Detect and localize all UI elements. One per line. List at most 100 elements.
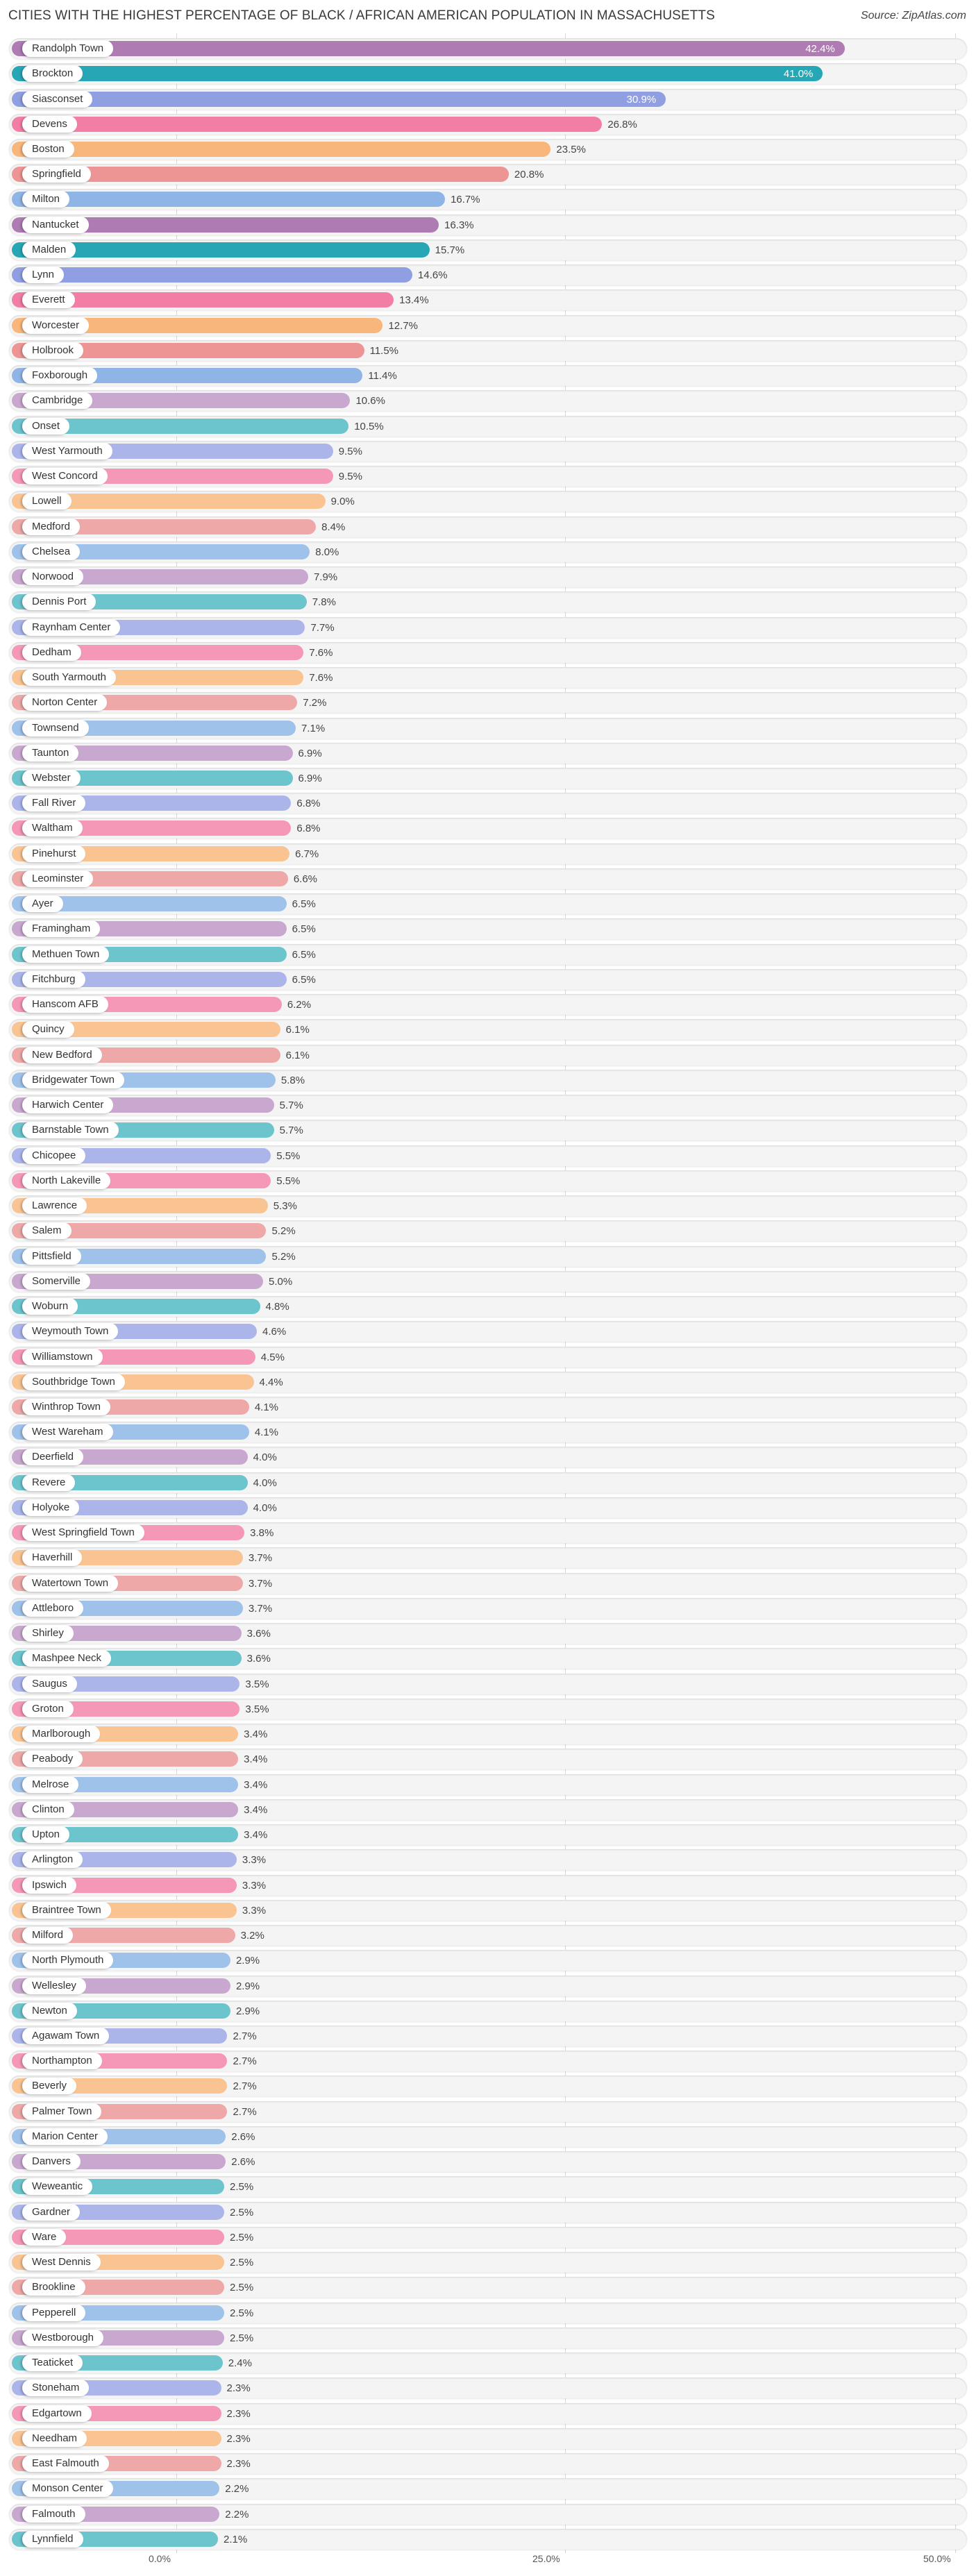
value-label: 7.2% bbox=[303, 697, 327, 709]
city-label: Methuen Town bbox=[22, 945, 110, 963]
bar-row: South Yarmouth 7.6% bbox=[9, 667, 967, 688]
value-label: 12.7% bbox=[388, 319, 419, 332]
value-label: 4.6% bbox=[262, 1326, 287, 1338]
value-label: 3.4% bbox=[244, 1728, 268, 1741]
value-label: 2.3% bbox=[226, 2407, 251, 2420]
city-label: Boston bbox=[22, 141, 74, 158]
city-label: Westborough bbox=[22, 2329, 103, 2346]
bar-row: Weymouth Town 4.6% bbox=[9, 1321, 967, 1342]
bar-row: West Yarmouth 9.5% bbox=[9, 440, 967, 462]
source-credit: Source: ZipAtlas.com bbox=[860, 10, 966, 22]
bar-row: Teaticket 2.4% bbox=[9, 2352, 967, 2374]
bar-row: Edgartown 2.3% bbox=[9, 2402, 967, 2424]
bar-row: Southbridge Town 4.4% bbox=[9, 1371, 967, 1392]
city-label: New Bedford bbox=[22, 1046, 102, 1063]
value-label: 42.4% bbox=[805, 43, 835, 55]
city-label: Arlington bbox=[22, 1851, 83, 1869]
value-label: 2.1% bbox=[224, 2533, 248, 2545]
bar-row: Pinehurst 6.7% bbox=[9, 843, 967, 864]
city-label: East Falmouth bbox=[22, 2455, 109, 2472]
value-label: 14.6% bbox=[418, 269, 448, 282]
city-label: Pinehurst bbox=[22, 845, 86, 862]
city-label: Gardner bbox=[22, 2203, 81, 2221]
bar-row: Nantucket 16.3% bbox=[9, 214, 967, 235]
city-label: Falmouth bbox=[22, 2505, 85, 2523]
bar bbox=[12, 1223, 267, 1239]
value-label: 8.4% bbox=[321, 521, 346, 533]
value-label: 2.2% bbox=[225, 2508, 249, 2520]
bar-row: Medford 8.4% bbox=[9, 516, 967, 537]
value-label: 26.8% bbox=[607, 118, 637, 131]
value-label: 10.6% bbox=[355, 395, 385, 407]
city-label: Dedham bbox=[22, 643, 81, 661]
city-label: Nantucket bbox=[22, 216, 89, 233]
bar-row: Danvers 2.6% bbox=[9, 2151, 967, 2173]
value-label: 2.5% bbox=[230, 2332, 254, 2344]
x-tick-25: 25.0% bbox=[532, 2553, 560, 2564]
value-label: 20.8% bbox=[514, 169, 544, 181]
value-label: 5.2% bbox=[271, 1225, 296, 1238]
city-label: Worcester bbox=[22, 317, 90, 334]
city-label: Pepperell bbox=[22, 2304, 86, 2321]
city-label: North Plymouth bbox=[22, 1952, 114, 1969]
city-label: Malden bbox=[22, 241, 76, 258]
value-label: 2.7% bbox=[233, 2055, 257, 2068]
value-label: 2.5% bbox=[230, 2282, 254, 2294]
value-label: 5.7% bbox=[279, 1125, 303, 1137]
city-label: Revere bbox=[22, 1474, 76, 1491]
city-label: Deerfield bbox=[22, 1449, 84, 1466]
chart-title: CITIES WITH THE HIGHEST PERCENTAGE OF BL… bbox=[8, 8, 715, 23]
bar bbox=[12, 771, 293, 786]
value-label: 5.3% bbox=[273, 1200, 297, 1212]
value-label: 2.3% bbox=[226, 2458, 251, 2470]
city-label: Teaticket bbox=[22, 2355, 83, 2372]
city-label: Townsend bbox=[22, 719, 89, 736]
city-label: Milford bbox=[22, 1927, 74, 1944]
value-label: 3.8% bbox=[250, 1527, 274, 1540]
bar-row: Pittsfield 5.2% bbox=[9, 1245, 967, 1267]
bar-row: Randolph Town 42.4% bbox=[9, 38, 967, 59]
city-label: Braintree Town bbox=[22, 1901, 111, 1919]
city-label: Ware bbox=[22, 2228, 67, 2246]
value-label: 4.0% bbox=[253, 1476, 277, 1489]
bar bbox=[12, 192, 446, 208]
value-label: 10.5% bbox=[354, 420, 384, 432]
bar-row: Lynn 14.6% bbox=[9, 264, 967, 286]
city-label: Webster bbox=[22, 770, 81, 786]
city-label: Holyoke bbox=[22, 1499, 80, 1516]
x-tick-0: 0.0% bbox=[149, 2553, 171, 2564]
value-label: 15.7% bbox=[435, 244, 465, 256]
value-label: 3.6% bbox=[246, 1628, 271, 1640]
city-label: Palmer Town bbox=[22, 2103, 102, 2120]
bar-row: West Concord 9.5% bbox=[9, 466, 967, 487]
city-label: Barnstable Town bbox=[22, 1122, 119, 1139]
value-label: 3.3% bbox=[242, 1879, 267, 1892]
value-label: 7.1% bbox=[301, 722, 326, 734]
gridline-25 bbox=[565, 33, 566, 2553]
value-label: 2.9% bbox=[235, 2005, 260, 2017]
value-label: 9.5% bbox=[338, 445, 362, 457]
bar bbox=[12, 292, 394, 308]
bar bbox=[12, 342, 364, 358]
city-label: Northampton bbox=[22, 2053, 102, 2070]
bar-row: Devens 26.8% bbox=[9, 113, 967, 135]
city-label: Newton bbox=[22, 2002, 77, 2019]
bar-row: Winthrop Town 4.1% bbox=[9, 1397, 967, 1417]
bar-row: Brookline 2.5% bbox=[9, 2277, 967, 2298]
bar-row: Braintree Town 3.3% bbox=[9, 1899, 967, 1921]
bar bbox=[12, 393, 351, 409]
city-label: Brockton bbox=[22, 65, 83, 83]
city-label: West Concord bbox=[22, 468, 108, 485]
city-label: Attleboro bbox=[22, 1599, 84, 1617]
bar-row: Taunton 6.9% bbox=[9, 742, 967, 764]
city-label: Ayer bbox=[22, 895, 63, 913]
bar-row: Methuen Town 6.5% bbox=[9, 943, 967, 965]
city-label: Somerville bbox=[22, 1272, 91, 1290]
bar-row: Monson Center 2.2% bbox=[9, 2478, 967, 2500]
value-label: 5.0% bbox=[269, 1275, 293, 1288]
bar bbox=[12, 1022, 280, 1038]
bar-row: Woburn 4.8% bbox=[9, 1296, 967, 1317]
bar-row: Brockton 41.0% bbox=[9, 63, 967, 85]
bar bbox=[12, 167, 509, 183]
bar-row: Quincy 6.1% bbox=[9, 1019, 967, 1041]
